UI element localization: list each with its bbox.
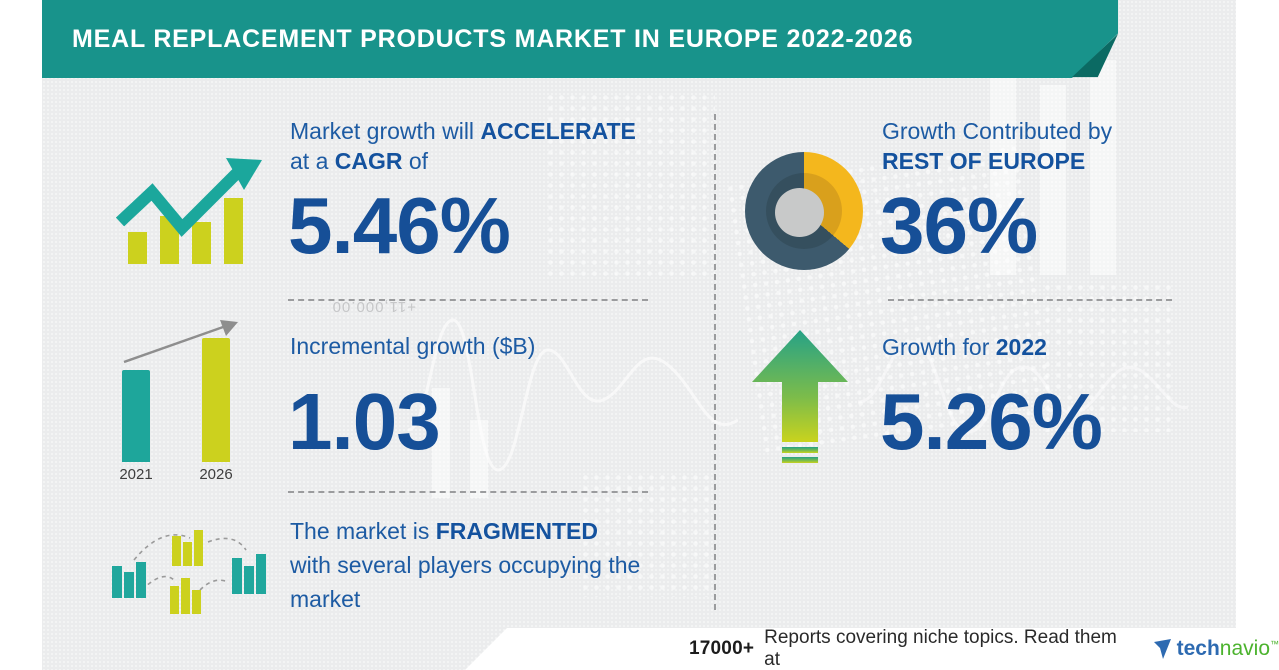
growth-2022-label: Growth for 2022 [882,332,1047,362]
section-divider [288,491,648,493]
background-candle-silhouette [432,388,450,498]
background-dot-pattern [1042,282,1177,432]
cagr-line2-normal1: at a [290,148,335,174]
section-divider [288,299,648,301]
background-bar-silhouette [1090,60,1116,275]
fragmented-line1-highlight: FRAGMENTED [435,518,598,544]
incremental-value: 1.03 [288,377,441,466]
fragmented-line-1: The market is FRAGMENTED [290,516,598,546]
fragmented-line-3: market [290,586,361,612]
technavio-sail-icon [1153,639,1171,659]
reports-count: 17000+ [689,638,755,659]
incremental-label: Incremental growth ($B) [290,333,536,359]
year-end-label: 2026 [199,466,233,483]
region-line-1: Growth Contributed by [882,118,1113,144]
header-ribbon: MEAL REPLACEMENT PRODUCTS MARKET IN EURO… [42,0,1118,78]
background-bar-silhouette [1040,85,1066,275]
growth-2022-icon [752,330,848,468]
growth-2022-value: 5.26% [880,377,1103,466]
cagr-line-1: Market growth will ACCELERATE [290,116,636,146]
brand-text-navio: navio [1219,637,1270,660]
section-divider [888,299,1172,301]
cagr-line-2: at a CAGR of [290,146,428,176]
growth-chart-icon [115,158,262,264]
donut-center [775,188,824,237]
fragmented-market-icon [112,524,270,618]
footer-bar: 17000+ Reports covering niche topics. Re… [465,628,1279,670]
cagr-value: 5.46% [288,181,511,270]
fragmented-line1-normal: The market is [290,518,436,544]
background-waveform [858,340,1188,434]
incremental-growth-icon: 2021 2026 [116,318,268,483]
region-line-2: REST OF EUROPE [882,148,1086,174]
cagr-line2-normal2: of [402,148,429,174]
region-value: 36% [880,181,1038,270]
region-donut-chart [745,152,863,270]
technavio-logo: tech navio ™ [1151,637,1279,661]
buildings-icon [112,530,266,614]
fragmented-line-2: with several players occupying the [290,552,641,578]
year-start-label: 2021 [119,466,153,483]
brand-text-tech: tech [1176,637,1220,660]
market-growth-icon [115,146,264,264]
growth-2022-label-year: 2022 [995,334,1047,360]
background-bar-silhouette [990,45,1016,275]
footer-message: Reports covering niche topics. Read them… [764,627,1117,670]
cagr-line1-normal: Market growth will [290,118,481,144]
growth-2022-label-normal: Growth for [882,334,996,360]
trend-arrow-icon [123,320,238,364]
background-waveform [408,318,738,472]
column-divider [714,114,716,610]
bar-2021 [122,370,150,462]
up-arrow-icon [752,330,848,463]
brand-trademark: ™ [1270,639,1279,649]
cagr-line2-highlight: CAGR [334,148,403,174]
report-title: MEAL REPLACEMENT PRODUCTS MARKET IN EURO… [72,24,914,53]
bar-2026 [202,338,230,462]
cagr-line1-highlight: ACCELERATE [480,118,636,144]
background-dot-pattern [545,92,715,277]
